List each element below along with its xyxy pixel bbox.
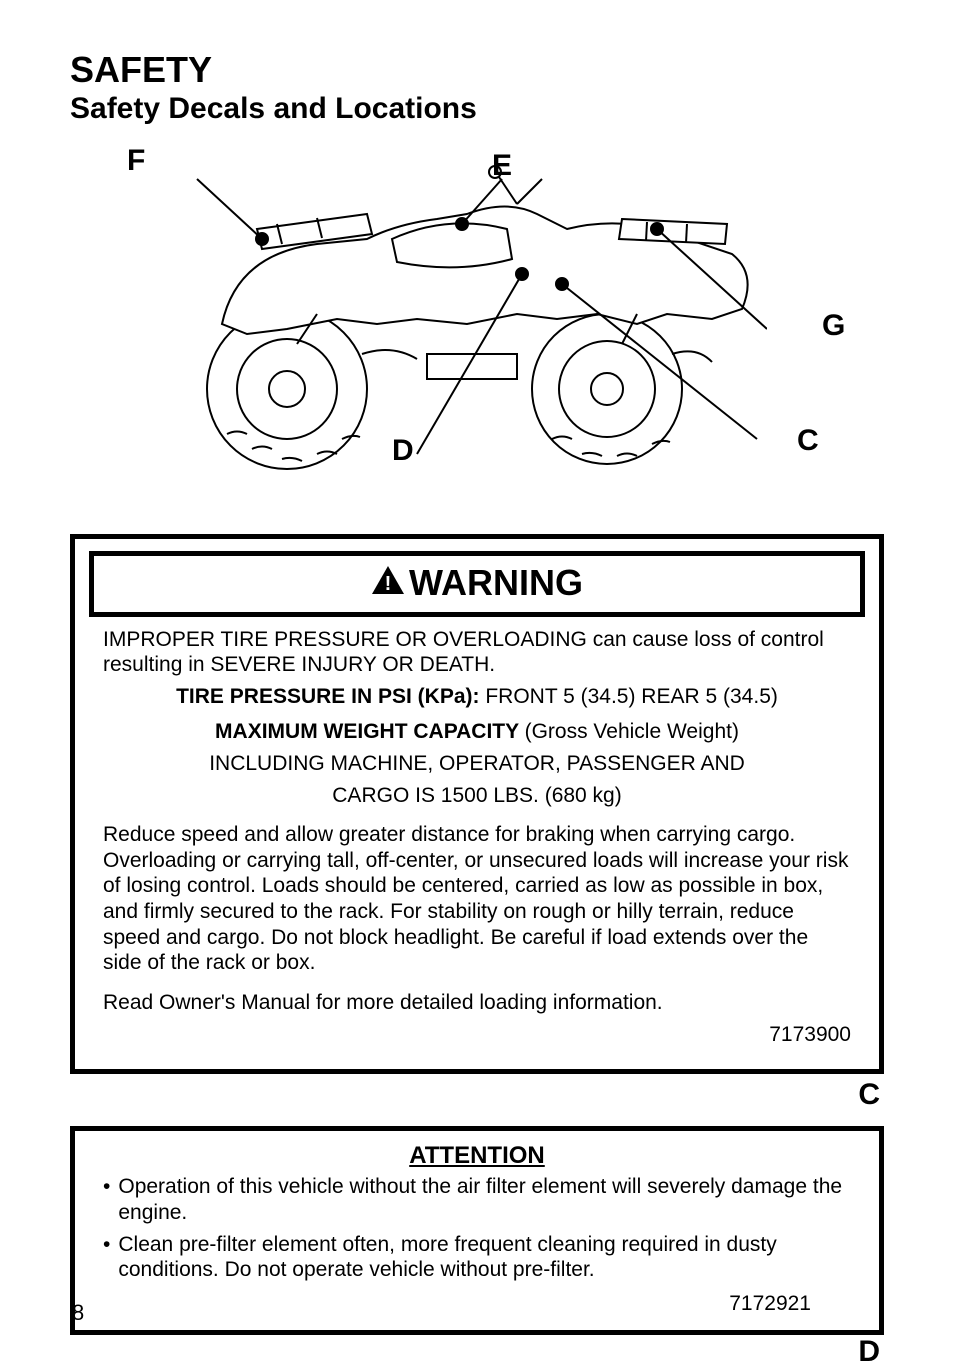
attention-b2-text: Clean pre-filter element often, more fre… [118,1232,851,1283]
warning-decal: ! WARNING IMPROPER TIRE PRESSURE OR OVER… [70,534,884,1075]
callout-c: C [797,424,819,458]
attention-b1-text: Operation of this vehicle without the ai… [118,1174,851,1225]
warning-tire: TIRE PRESSURE IN PSI (KPa): FRONT 5 (34.… [103,684,851,710]
warning-partno: 7173900 [103,1022,851,1048]
warning-tire-label: TIRE PRESSURE IN PSI (KPa): [176,685,485,708]
warning-triangle-icon: ! [371,562,405,604]
warning-read: Read Owner's Manual for more detailed lo… [103,990,851,1016]
bullet-dot-icon: • [103,1174,110,1225]
attention-decal: ATTENTION • Operation of this vehicle wi… [70,1126,884,1335]
callout-f: F [127,144,145,178]
warning-max-paren: (Gross Vehicle Weight) [525,720,739,743]
warning-tire-vals: FRONT 5 (34.5) REAR 5 (34.5) [485,685,778,708]
attention-bullet-1: • Operation of this vehicle without the … [103,1174,851,1225]
warning-p1: IMPROPER TIRE PRESSURE OR OVERLOADING ca… [103,627,851,678]
warning-max-2: INCLUDING MACHINE, OPERATOR, PASSENGER A… [103,751,851,777]
warning-body: IMPROPER TIRE PRESSURE OR OVERLOADING ca… [75,627,879,1070]
page: SAFETY Safety Decals and Locations [0,0,954,1352]
warning-max-1: MAXIMUM WEIGHT CAPACITY (Gross Vehicle W… [103,719,851,745]
attention-partno: 7172921 [103,1291,851,1317]
warning-max-3: CARGO IS 1500 LBS. (680 kg) [103,783,851,809]
warning-header-text: WARNING [409,562,583,604]
attention-title: ATTENTION [103,1141,851,1170]
attention-corner-d: D [70,1335,880,1369]
callout-e: E [492,149,512,183]
page-title-1: SAFETY [70,50,884,90]
callout-d: D [392,434,414,468]
atv-illustration [167,144,767,484]
attention-bullet-2: • Clean pre-filter element often, more f… [103,1232,851,1283]
callout-g: G [822,309,845,343]
warning-max-label: MAXIMUM WEIGHT CAPACITY [215,720,525,743]
atv-diagram: F E G D C [97,134,857,504]
warning-header-wrap: ! WARNING [75,539,879,627]
bullet-dot-icon: • [103,1232,110,1283]
page-title-2: Safety Decals and Locations [70,92,884,126]
warning-reduce: Reduce speed and allow greater distance … [103,822,851,976]
warning-corner-c: C [70,1078,880,1112]
page-number: 8 [72,1300,84,1326]
warning-header: ! WARNING [89,551,865,617]
svg-text:!: ! [385,573,392,595]
